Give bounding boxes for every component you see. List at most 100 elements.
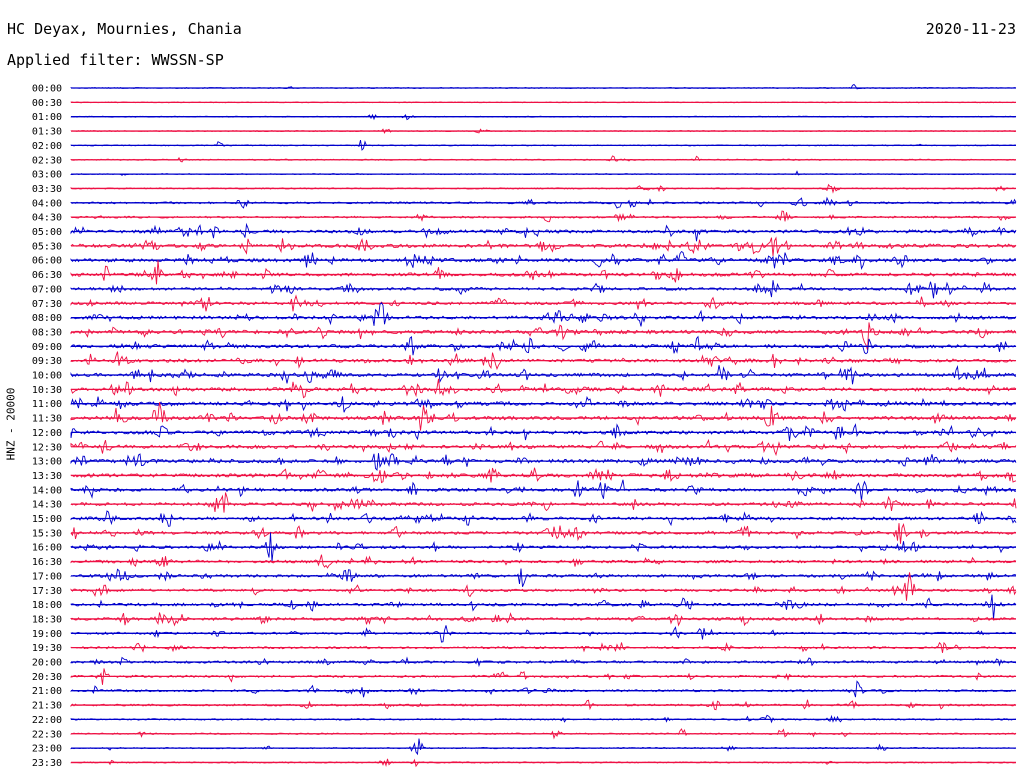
row-label: 09:00 (32, 342, 62, 353)
row-label: 10:30 (32, 385, 62, 396)
trace-waveform (70, 758, 1017, 768)
trace-waveform (70, 302, 1017, 327)
trace-waveform (70, 656, 1017, 668)
trace-waveform (70, 250, 1017, 270)
row-label: 08:00 (32, 313, 62, 324)
trace-waveform (70, 222, 1017, 242)
trace-waveform (70, 612, 1017, 627)
row-label: 06:30 (32, 270, 62, 281)
trace-waveform (70, 714, 1017, 724)
trace-waveform (70, 699, 1017, 711)
row-label: 04:30 (32, 213, 62, 224)
row-label: 07:30 (32, 299, 62, 310)
trace-waveform (70, 378, 1017, 399)
trace-waveform (70, 492, 1017, 513)
row-label: 19:00 (32, 629, 62, 640)
row-label: 01:00 (32, 112, 62, 123)
row-label: 10:00 (32, 371, 62, 382)
trace-waveform (70, 594, 1017, 620)
trace-waveform (70, 453, 1017, 471)
row-label: 17:00 (32, 571, 62, 582)
trace-waveform (70, 294, 1017, 312)
trace-waveform (70, 523, 1017, 544)
filter-label: Applied filter: WWSSN-SP (7, 51, 224, 69)
date-label: 2020-11-23 (925, 20, 1016, 38)
trace-waveform (70, 438, 1017, 457)
row-label: 12:00 (32, 428, 62, 439)
trace-waveform (70, 128, 1017, 135)
row-label: 15:00 (32, 514, 62, 525)
trace-waveform (70, 728, 1017, 740)
row-label: 16:00 (32, 543, 62, 554)
trace-waveform (70, 738, 1017, 756)
row-label: 00:30 (32, 98, 62, 109)
trace-waveform (70, 280, 1017, 299)
trace-waveform (70, 170, 1017, 176)
trace-waveform (70, 402, 1017, 431)
trace-waveform (70, 210, 1017, 223)
row-label: 11:30 (32, 414, 62, 425)
trace-waveform (70, 479, 1017, 501)
row-label: 01:30 (32, 127, 62, 138)
row-label: 13:30 (32, 471, 62, 482)
row-label: 14:30 (32, 500, 62, 511)
row-label: 22:00 (32, 715, 62, 726)
row-label: 03:30 (32, 184, 62, 195)
trace-waveform (70, 113, 1017, 121)
trace-waveform (70, 467, 1017, 484)
row-label: 20:00 (32, 658, 62, 669)
row-label: 15:30 (32, 528, 62, 539)
trace-waveform (70, 260, 1017, 285)
row-label: 06:00 (32, 256, 62, 267)
trace-waveform (70, 668, 1017, 685)
trace-waveform (70, 568, 1017, 587)
row-label: 16:30 (32, 557, 62, 568)
row-label: 18:00 (32, 600, 62, 611)
row-label: 09:30 (32, 356, 62, 367)
trace-waveform (70, 510, 1017, 527)
row-label: 23:00 (32, 744, 62, 755)
row-label: 18:30 (32, 614, 62, 625)
trace-waveform (70, 364, 1017, 385)
trace-waveform (70, 625, 1017, 643)
row-label: 17:30 (32, 586, 62, 597)
trace-waveform (70, 335, 1017, 356)
row-label: 07:00 (32, 284, 62, 295)
row-label: 08:30 (32, 327, 62, 338)
row-label: 21:30 (32, 701, 62, 712)
trace-waveform (70, 183, 1017, 194)
row-label: 19:30 (32, 643, 62, 654)
row-label: 12:30 (32, 442, 62, 453)
row-label: 11:00 (32, 399, 62, 410)
trace-waveform (70, 101, 1017, 104)
trace-waveform (70, 395, 1017, 413)
row-label: 04:00 (32, 198, 62, 209)
trace-waveform (70, 680, 1017, 698)
trace-waveform (70, 155, 1017, 163)
row-label: 00:00 (32, 84, 62, 95)
row-label: 23:30 (32, 758, 62, 769)
trace-waveform (70, 572, 1017, 601)
row-label: 03:00 (32, 170, 62, 181)
trace-waveform (70, 641, 1017, 653)
row-label: 20:30 (32, 672, 62, 683)
row-label: 02:30 (32, 155, 62, 166)
row-label: 05:00 (32, 227, 62, 238)
trace-waveform (70, 351, 1017, 371)
row-label: 21:00 (32, 686, 62, 697)
trace-waveform (70, 554, 1017, 569)
trace-waveform (70, 322, 1017, 350)
trace-waveform (70, 83, 1017, 90)
trace-waveform (70, 532, 1017, 562)
row-label: 22:30 (32, 729, 62, 740)
trace-waveform (70, 196, 1017, 209)
row-label: 05:30 (32, 241, 62, 252)
row-label: 02:00 (32, 141, 62, 152)
row-label: 14:00 (32, 485, 62, 496)
row-label: 13:00 (32, 457, 62, 468)
trace-waveform (70, 236, 1017, 257)
station-title: HC Deyax, Mournies, Chania (7, 20, 242, 38)
trace-waveform (70, 423, 1017, 442)
trace-waveform (70, 139, 1017, 151)
